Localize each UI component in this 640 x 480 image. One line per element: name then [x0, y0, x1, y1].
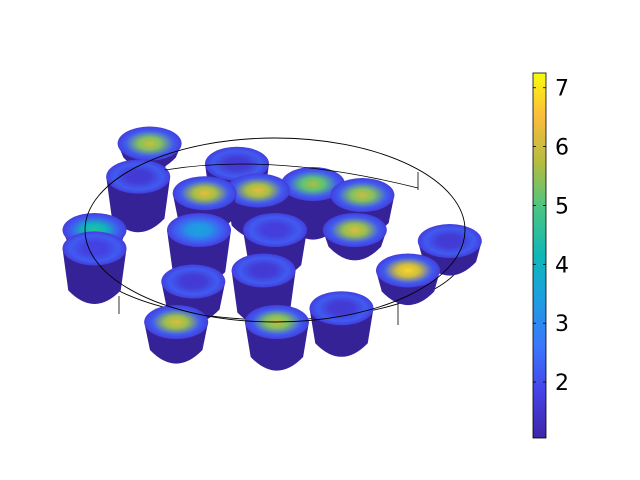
- domain-inner-rim: [164, 163, 419, 189]
- data-blob: [62, 231, 127, 304]
- blob-cap: [225, 173, 290, 208]
- blob-cap: [243, 213, 307, 247]
- colorbar-tick-label: 4: [555, 253, 569, 278]
- colorbar-gradient: [532, 72, 547, 439]
- blob-cap: [322, 213, 387, 247]
- blob-cap: [62, 231, 127, 266]
- colorbar-tick-label: 7: [555, 77, 569, 102]
- blob-cap: [281, 167, 345, 201]
- blob-cap: [167, 213, 231, 247]
- colorbar-tick-label: 3: [555, 312, 569, 337]
- domain-top-rim: [84, 137, 466, 323]
- blob-cap: [417, 224, 482, 259]
- blob-cap: [172, 176, 237, 211]
- blob-cap: [376, 253, 440, 288]
- colorbar-tick-label: 6: [555, 136, 569, 161]
- colorbar-tick-label: 5: [555, 194, 569, 219]
- blob-cap: [144, 305, 209, 339]
- data-blob: [322, 213, 387, 261]
- data-blob: [376, 253, 440, 306]
- data-blob: [244, 305, 309, 371]
- blob-cap: [309, 291, 374, 326]
- colorbar: 2 3 4 5 6 7: [532, 72, 569, 439]
- blob-cap: [161, 264, 226, 299]
- data-blob: [106, 159, 171, 233]
- cylinder-domain-top: [84, 137, 466, 323]
- blob-cap: [106, 159, 171, 194]
- colorbar-tick-label: 2: [555, 371, 569, 396]
- data-blob: [144, 305, 209, 364]
- iso-surface-blobs: [62, 126, 482, 371]
- data-blob: [309, 291, 374, 357]
- blob-cap: [330, 178, 395, 213]
- blob-cap: [231, 253, 296, 288]
- blob-cap: [117, 126, 182, 161]
